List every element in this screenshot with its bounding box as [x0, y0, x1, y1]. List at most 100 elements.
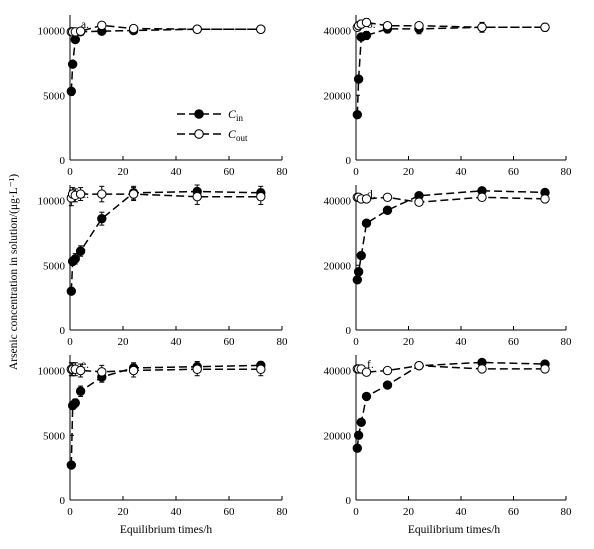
panel-a: 0 20 40 60 80 0 5000 10000 a. — [38, 15, 289, 178]
data-point-cout — [192, 24, 202, 34]
data-point-cout — [75, 365, 86, 376]
series-line-cin — [70, 28, 261, 92]
y-tick-label: 10000 — [38, 26, 66, 38]
x-tick-label: 40 — [171, 336, 183, 348]
data-point-cout — [361, 194, 372, 204]
data-point-cin — [70, 34, 81, 45]
panel-c: 0204060800500010000c. — [38, 184, 289, 348]
data-point-cout — [256, 364, 266, 374]
data-point-cin — [382, 380, 393, 390]
data-point-cin — [353, 267, 364, 277]
panel-d: 0 20 40 60 80 0 20000 40000 d. — [324, 185, 573, 348]
legend-cin-marker — [194, 109, 204, 119]
x-tick-label: 20 — [118, 166, 130, 178]
y-axis-label: Arsenic concentration in solution/(μg·L⁻… — [8, 174, 20, 370]
panel-b: 0 20 40 60 80 0 20000 40000 b. — [324, 15, 572, 178]
legend: Cin Cout — [177, 107, 248, 143]
data-point-cin — [352, 275, 363, 285]
data-point-cin — [382, 205, 393, 215]
x-tick-label: 60 — [224, 166, 236, 178]
x-axis-label-right: Equilibrium times/h — [408, 524, 501, 536]
data-point-cout — [540, 364, 550, 374]
data-point-cout — [75, 26, 86, 36]
data-point-cin — [361, 30, 372, 41]
x-tick-label: 0 — [353, 506, 359, 518]
panel-label: a. — [81, 19, 89, 31]
panel-e: 0 20 40 60 80 0 5000 10000 e. — [38, 355, 289, 518]
data-point-cout — [477, 192, 487, 202]
data-point-cout — [256, 191, 266, 202]
data-point-cout — [97, 367, 107, 377]
x-tick-label: 60 — [508, 336, 520, 348]
x-tick-label: 80 — [277, 506, 289, 518]
data-point-cin — [352, 443, 363, 453]
data-point-cout — [477, 22, 487, 32]
x-tick-label: 0 — [67, 166, 73, 178]
data-point-cin — [70, 398, 81, 408]
y-tick-label: 10000 — [38, 196, 66, 208]
x-tick-label: 60 — [224, 506, 236, 518]
series-line-cin — [356, 361, 546, 449]
data-point-cin — [70, 254, 81, 264]
x-tick-label: 0 — [353, 336, 359, 348]
y-tick-label: 0 — [346, 325, 352, 337]
x-tick-label: 40 — [456, 336, 468, 348]
y-tick-label: 40000 — [324, 366, 352, 378]
x-tick-label: 40 — [171, 166, 183, 178]
data-point-cin — [353, 74, 364, 84]
x-tick-label: 40 — [456, 506, 468, 518]
x-tick-label: 40 — [456, 166, 468, 178]
data-point-cout — [382, 192, 393, 202]
x-tick-label: 20 — [118, 506, 130, 518]
x-tick-label: 0 — [67, 336, 73, 348]
data-point-cout — [128, 365, 139, 376]
y-tick-label: 0 — [60, 155, 66, 167]
data-point-cout — [382, 20, 393, 31]
legend-cout-marker — [194, 129, 204, 139]
data-point-cout — [382, 365, 393, 376]
y-tick-label: 0 — [346, 495, 352, 507]
x-tick-label: 80 — [277, 166, 289, 178]
x-tick-label: 0 — [67, 506, 73, 518]
data-point-cin — [97, 213, 107, 224]
panel-label: d. — [367, 189, 376, 201]
data-point-cout — [192, 191, 202, 202]
x-tick-label: 0 — [353, 166, 359, 178]
data-point-cout — [414, 197, 424, 207]
data-point-cin — [352, 109, 363, 120]
y-tick-label: 5000 — [43, 90, 66, 102]
y-tick-label: 20000 — [324, 90, 352, 102]
panel-label: b. — [367, 19, 376, 31]
data-point-cin — [67, 59, 78, 69]
data-point-cout — [97, 20, 107, 31]
y-tick-label: 5000 — [43, 430, 66, 442]
y-tick-label: 5000 — [43, 260, 66, 272]
data-point-cout — [128, 23, 139, 34]
x-tick-label: 80 — [277, 336, 289, 348]
data-point-cout — [361, 17, 372, 28]
data-point-cin — [66, 286, 77, 296]
data-point-cin — [361, 218, 372, 228]
data-point-cout — [477, 364, 487, 374]
panel-label: f. — [367, 359, 374, 371]
panel-f: 0 20 40 60 80 0 20000 40000 f. — [324, 355, 573, 518]
data-point-cin — [66, 86, 77, 97]
data-point-cout — [97, 189, 107, 199]
x-tick-label: 20 — [403, 336, 415, 348]
x-tick-label: 20 — [118, 336, 130, 348]
y-tick-label: 40000 — [324, 26, 352, 38]
x-tick-label: 60 — [508, 166, 520, 178]
data-point-cout — [414, 360, 424, 371]
series-line-cin — [356, 26, 545, 115]
x-tick-label: 80 — [561, 336, 573, 348]
data-point-cin — [356, 417, 366, 428]
data-point-cin — [353, 430, 364, 440]
data-point-cin — [66, 460, 77, 470]
y-tick-label: 20000 — [324, 430, 352, 442]
data-point-cout — [75, 189, 86, 199]
x-tick-label: 80 — [561, 506, 573, 518]
y-tick-label: 0 — [346, 155, 352, 167]
data-point-cout — [192, 364, 202, 374]
